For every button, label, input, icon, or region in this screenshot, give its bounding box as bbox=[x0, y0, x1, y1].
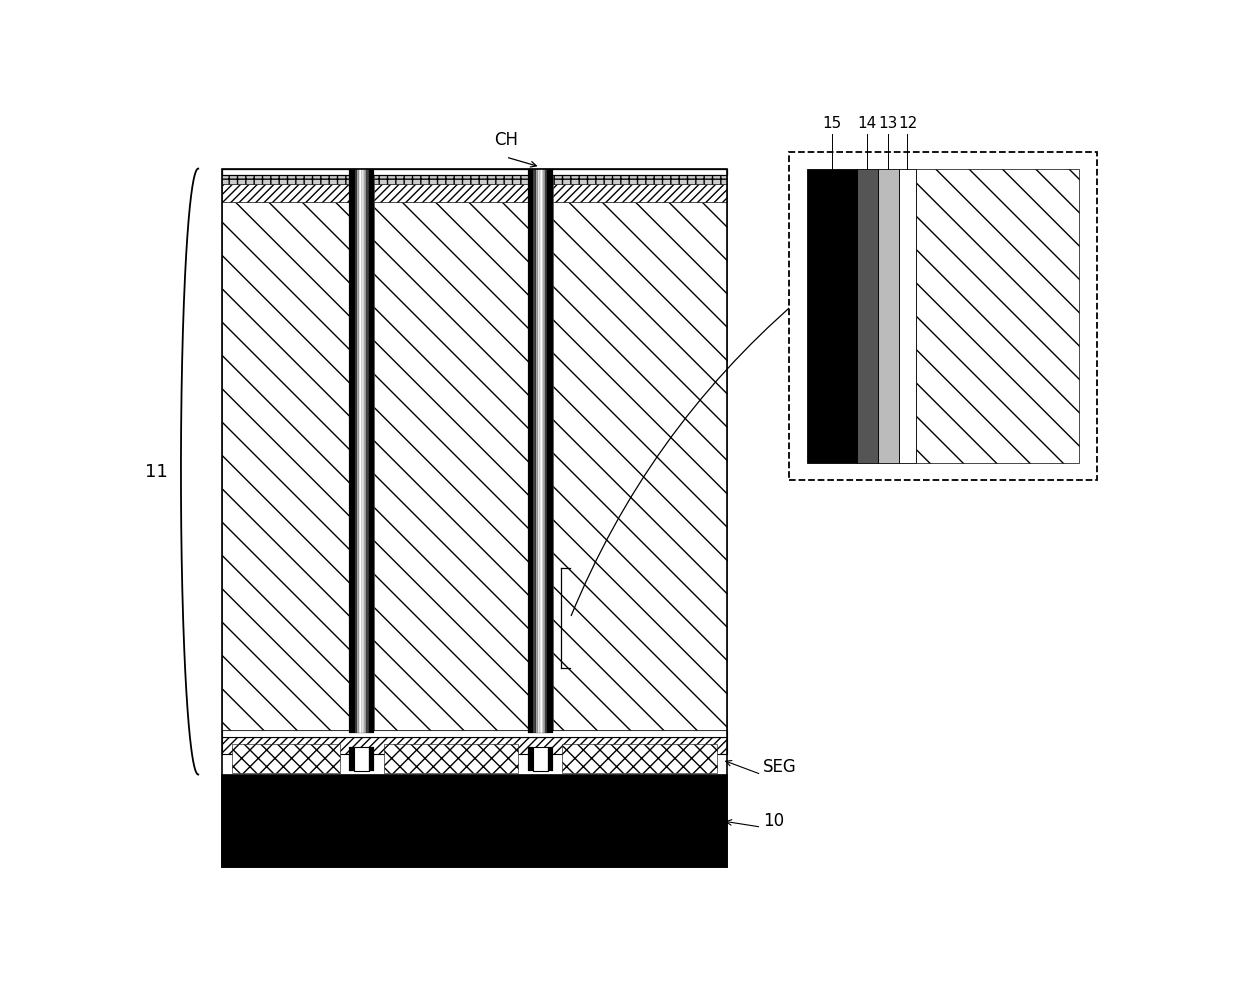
Bar bbox=[222, 169, 727, 867]
Bar bbox=[222, 731, 727, 737]
Bar bbox=[899, 169, 916, 463]
Bar bbox=[366, 169, 368, 733]
Bar bbox=[543, 169, 544, 733]
Bar bbox=[857, 169, 878, 463]
Text: CH: CH bbox=[494, 131, 518, 149]
Text: 14: 14 bbox=[858, 116, 877, 131]
Bar bbox=[350, 169, 374, 733]
Bar bbox=[878, 169, 899, 463]
Bar bbox=[533, 748, 548, 771]
Bar bbox=[553, 184, 727, 202]
Bar bbox=[350, 748, 355, 771]
Bar bbox=[232, 745, 340, 773]
Text: 12: 12 bbox=[898, 116, 918, 131]
Bar bbox=[806, 169, 857, 463]
Bar bbox=[789, 152, 1096, 480]
Bar bbox=[383, 745, 518, 773]
Bar bbox=[538, 169, 541, 733]
Bar bbox=[536, 169, 538, 733]
Bar bbox=[362, 169, 363, 733]
Bar bbox=[544, 169, 547, 733]
Bar bbox=[374, 184, 528, 202]
Bar bbox=[528, 169, 553, 733]
Bar bbox=[368, 169, 374, 733]
Bar bbox=[368, 748, 374, 771]
Bar bbox=[363, 169, 366, 733]
Text: 10: 10 bbox=[764, 812, 785, 830]
Bar bbox=[222, 169, 727, 175]
Bar bbox=[222, 737, 727, 754]
Bar bbox=[548, 748, 553, 771]
Bar bbox=[355, 169, 357, 733]
Bar bbox=[916, 169, 1080, 463]
Bar bbox=[222, 775, 727, 867]
Text: 13: 13 bbox=[879, 116, 898, 131]
Bar bbox=[350, 169, 355, 733]
Bar bbox=[357, 169, 360, 733]
Bar bbox=[547, 169, 553, 733]
Bar bbox=[222, 184, 350, 202]
Bar bbox=[360, 169, 362, 733]
Bar bbox=[541, 169, 543, 733]
Text: 15: 15 bbox=[822, 116, 841, 131]
Bar bbox=[528, 748, 533, 771]
Bar bbox=[222, 175, 350, 184]
Text: SEG: SEG bbox=[764, 758, 797, 776]
Bar bbox=[553, 202, 727, 731]
Bar bbox=[528, 169, 533, 733]
Bar bbox=[553, 175, 727, 184]
Bar bbox=[563, 745, 717, 773]
Bar bbox=[374, 202, 528, 731]
Bar bbox=[533, 169, 536, 733]
Bar bbox=[374, 175, 528, 184]
Bar bbox=[355, 748, 368, 771]
Text: 11: 11 bbox=[145, 462, 167, 480]
Bar bbox=[222, 202, 350, 731]
